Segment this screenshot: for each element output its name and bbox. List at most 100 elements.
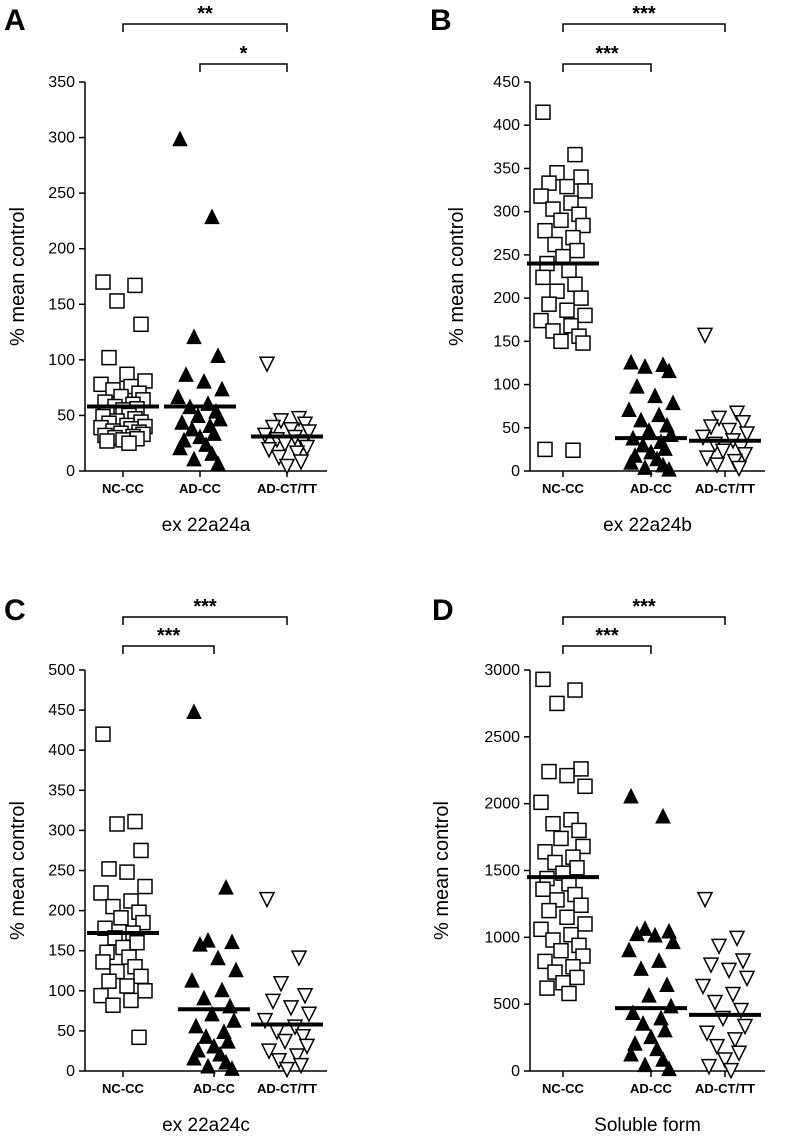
significance-label: *** (595, 625, 619, 647)
data-point (174, 414, 190, 430)
data-point (186, 1049, 202, 1066)
data-point (661, 922, 677, 939)
x-axis-title: ex 22a24b (603, 515, 692, 536)
x-axis-title: ex 22a24a (162, 515, 251, 536)
data-point (637, 1056, 653, 1073)
data-point (276, 436, 294, 453)
significance-bracket (562, 645, 652, 654)
data-point (276, 1033, 294, 1051)
data-point (567, 682, 583, 698)
data-point (101, 349, 117, 366)
y-tick-label: 500 (48, 662, 75, 679)
x-category-label: AD-CC (193, 1081, 235, 1096)
y-tick-label: 200 (48, 241, 75, 258)
x-category-label: AD-CC (630, 1081, 672, 1096)
significance-bracket (562, 63, 652, 72)
y-tick-label: 0 (511, 1063, 520, 1080)
data-point (559, 178, 575, 195)
significance-label: * (240, 43, 248, 65)
data-point (567, 146, 583, 163)
data-point (533, 921, 549, 938)
data-point (641, 987, 657, 1003)
data-point (696, 891, 714, 909)
data-point (621, 401, 637, 417)
y-axis-label: % mean control (7, 207, 29, 346)
panel-letter: D (432, 594, 454, 627)
y-tick-label: 100 (493, 377, 520, 394)
data-point (270, 449, 288, 467)
data-point (577, 307, 593, 324)
x-category-label: AD-CT/TT (695, 1081, 755, 1096)
data-point (716, 1052, 734, 1069)
data-point (226, 1012, 242, 1028)
data-point (109, 816, 125, 832)
y-axis-label: % mean control (446, 207, 468, 346)
data-point (730, 1045, 748, 1062)
data-point (643, 443, 659, 460)
data-point (569, 860, 585, 876)
data-point (256, 1012, 274, 1030)
y-tick-label: 0 (511, 463, 520, 480)
data-point (565, 442, 581, 459)
y-tick-label: 2500 (484, 729, 520, 746)
y-tick-label: 2000 (484, 796, 520, 813)
data-point (278, 458, 296, 476)
y-tick-label: 400 (493, 117, 520, 134)
data-point (228, 961, 244, 978)
data-point (655, 1051, 671, 1067)
data-point (637, 459, 653, 475)
data-point (651, 952, 667, 968)
data-point (123, 992, 139, 1009)
y-tick-label: 150 (48, 943, 75, 960)
y-tick-label: 300 (48, 822, 75, 839)
x-axis-title: Soluble form (594, 1115, 701, 1136)
y-tick-label: 300 (48, 130, 75, 147)
data-point (214, 380, 230, 397)
data-point (535, 104, 551, 121)
data-point (710, 410, 728, 428)
data-point (571, 822, 587, 839)
data-point (553, 942, 569, 959)
data-point (196, 989, 212, 1006)
data-point (210, 347, 226, 364)
y-tick-label: 450 (48, 702, 75, 719)
data-point (555, 248, 571, 265)
data-point (625, 1004, 641, 1021)
data-point (541, 763, 557, 780)
data-point (95, 726, 111, 742)
y-tick-label: 250 (48, 185, 75, 202)
data-point (698, 1025, 716, 1042)
data-point (93, 885, 109, 901)
data-point (95, 954, 111, 970)
data-point (296, 416, 314, 433)
data-point (559, 909, 575, 926)
data-point (665, 933, 681, 950)
data-point (577, 916, 593, 932)
data-point (573, 169, 589, 185)
significance-bracket (122, 645, 215, 654)
data-point (300, 1006, 318, 1023)
chart-panel-B: B 0 50 100 150 200 250 300 350 400 450 NC-CC AD-CC AD… (430, 3, 765, 536)
y-axis-label: % mean control (431, 801, 453, 940)
data-point (663, 997, 679, 1014)
data-point (730, 460, 748, 478)
data-point (553, 212, 569, 229)
data-point (188, 1017, 204, 1034)
data-point (192, 428, 208, 445)
data-point (192, 935, 208, 952)
data-point (706, 994, 724, 1012)
data-point (661, 461, 677, 477)
data-point (738, 970, 756, 988)
data-point (659, 976, 675, 992)
data-point (210, 455, 226, 471)
y-tick-label: 150 (48, 296, 75, 313)
data-point (218, 879, 234, 895)
data-point (541, 902, 557, 919)
data-point (559, 302, 575, 318)
panel-letter: B (430, 4, 452, 37)
data-point (637, 920, 653, 936)
data-point (127, 277, 143, 294)
data-point (700, 1058, 718, 1076)
y-tick-label: 350 (48, 74, 75, 91)
data-point (105, 997, 121, 1013)
